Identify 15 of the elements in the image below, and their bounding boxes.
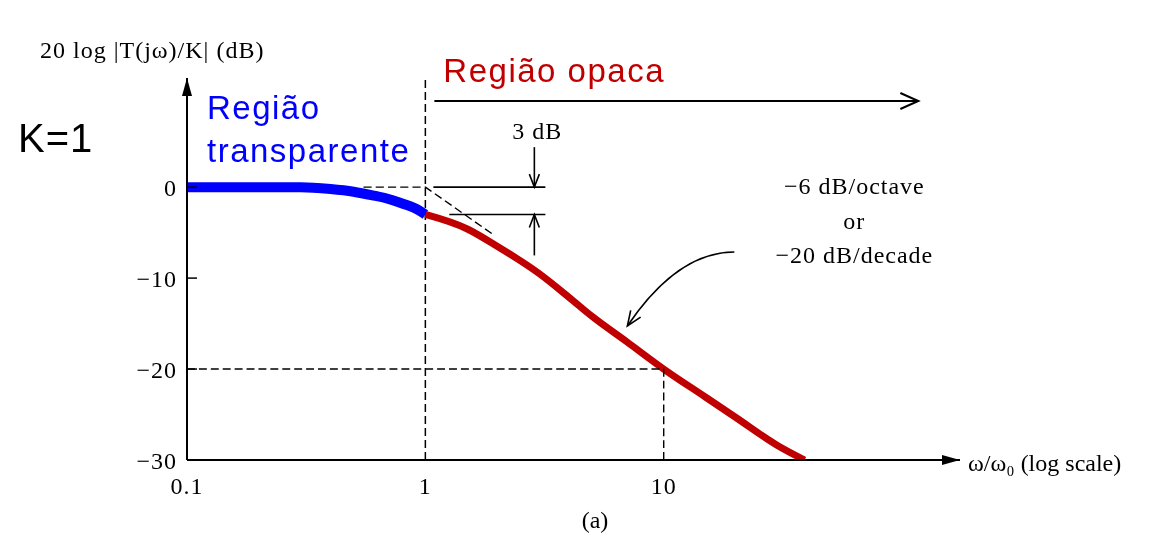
- series-label: Região transparente: [207, 88, 412, 171]
- y-tick-label: −10: [136, 265, 177, 292]
- annotation: 3 dB: [512, 118, 563, 145]
- x-tick-label: 10: [650, 473, 677, 500]
- y-tick-label: −20: [136, 356, 177, 383]
- annotation: −6 dB/octave or −20 dB/decade: [775, 173, 934, 269]
- y-tick-label: 0: [164, 174, 177, 201]
- x-tick-label: 0.1: [170, 473, 204, 500]
- x-tick-label: 1: [418, 473, 432, 500]
- x-axis-title: ω/ω₀ (log scale): [968, 450, 1122, 476]
- y-axis-title: 20 log |T(jω)/K| (dB): [40, 37, 265, 63]
- text: K=1: [18, 116, 94, 160]
- text: (a): [581, 507, 609, 533]
- text: Região opaca: [443, 51, 666, 91]
- y-tick-label: −30: [136, 447, 177, 474]
